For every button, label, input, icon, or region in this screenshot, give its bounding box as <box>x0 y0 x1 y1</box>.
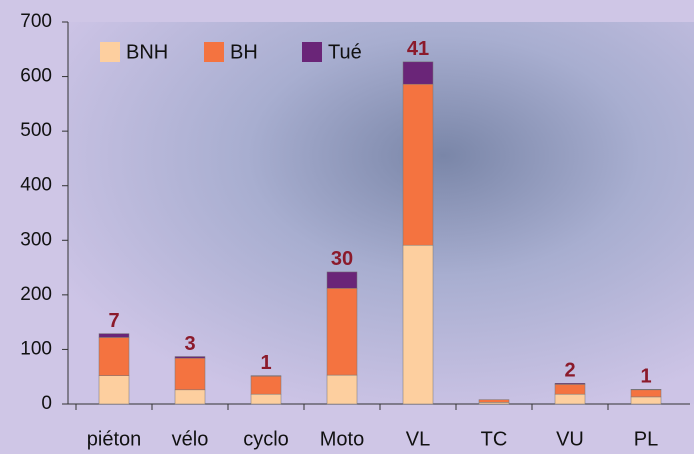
x-tick-label: VU <box>556 428 584 450</box>
value-label: 30 <box>331 248 353 270</box>
x-tick-label: Moto <box>320 428 364 450</box>
bar-segment <box>98 337 130 376</box>
legend-label: BH <box>230 41 258 63</box>
value-label: 2 <box>564 360 575 382</box>
x-tick-label: TC <box>481 428 508 450</box>
y-tick-label: 200 <box>20 284 52 305</box>
bar-segment <box>554 384 586 395</box>
plot-area <box>68 22 694 404</box>
bar-segment <box>630 389 662 391</box>
bar-segment <box>402 83 434 246</box>
bar-segment <box>174 357 206 391</box>
bar-segment <box>402 244 434 405</box>
y-tick-label: 600 <box>20 66 52 87</box>
bar-segment <box>98 333 130 338</box>
legend-swatch <box>302 42 322 62</box>
value-label: 3 <box>184 333 195 355</box>
y-tick-label: 300 <box>20 229 52 250</box>
value-label: 1 <box>640 366 651 388</box>
bar-segment <box>554 383 586 385</box>
y-tick-label: 400 <box>20 175 52 196</box>
bar-segment <box>478 399 510 403</box>
x-tick-label: VL <box>406 428 430 450</box>
bar-segment <box>554 393 586 405</box>
bar-segment <box>326 271 358 289</box>
bar-segment <box>250 375 282 377</box>
y-tick-label: 100 <box>20 338 52 359</box>
value-label: 7 <box>108 310 119 332</box>
bar-segment <box>630 389 662 398</box>
legend-swatch <box>204 42 224 62</box>
y-tick-label: 700 <box>20 11 52 32</box>
value-label: 1 <box>260 352 271 374</box>
bar-segment <box>630 396 662 405</box>
legend-label: BNH <box>126 41 168 63</box>
bar-segment <box>98 375 130 405</box>
legend-swatch <box>100 42 120 62</box>
bar-segment <box>174 356 206 359</box>
y-tick-label: 500 <box>20 120 52 141</box>
x-tick-label: piéton <box>87 428 142 450</box>
value-label: 41 <box>407 38 429 60</box>
x-tick-label: vélo <box>172 428 209 450</box>
bar-segment <box>326 374 358 405</box>
y-tick-label: 0 <box>41 393 52 414</box>
bar-segment <box>402 61 434 85</box>
bar-segment <box>326 288 358 376</box>
bar-segment <box>250 375 282 395</box>
legend-label: Tué <box>328 41 362 63</box>
x-tick-label: PL <box>634 428 658 450</box>
x-tick-label: cyclo <box>243 428 289 450</box>
bar-segment <box>174 389 206 405</box>
bar-segment <box>250 393 282 405</box>
